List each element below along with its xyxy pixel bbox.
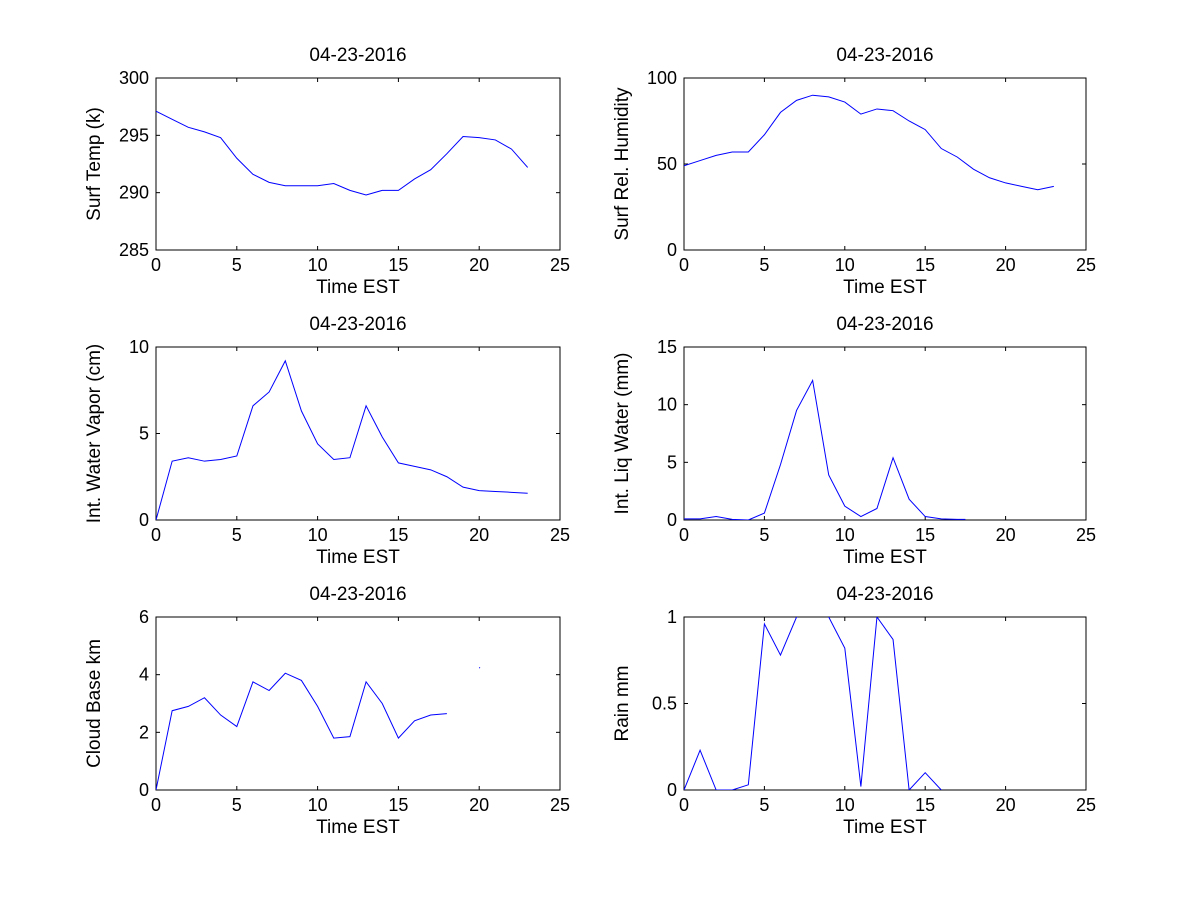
y-tick-label: 290 — [119, 183, 149, 203]
x-tick-label: 5 — [759, 795, 769, 815]
x-tick-label: 20 — [469, 525, 489, 545]
y-tick-label: 0 — [667, 510, 677, 530]
x-axis-label: Time EST — [316, 817, 400, 838]
data-series-line — [684, 617, 942, 790]
x-tick-label: 20 — [996, 795, 1016, 815]
x-tick-label: 15 — [388, 255, 408, 275]
subplot-1: 0 5 10 15 20 25 285 290 295 300 04-23-2016 Time EST… — [84, 45, 570, 298]
x-tick-label: 25 — [550, 525, 570, 545]
y-tick-label: 0 — [139, 780, 149, 800]
x-axis-label: Time EST — [316, 277, 400, 298]
x-tick-label: 0 — [679, 525, 689, 545]
y-tick-label: 5 — [667, 452, 677, 472]
y-tick-label: 0 — [139, 510, 149, 530]
x-tick-label: 15 — [915, 255, 935, 275]
plot-frame — [155, 616, 561, 791]
x-tick-label: 5 — [232, 255, 242, 275]
subplot-3: 0 5 10 15 20 25 0 5 10 04-23-2016 Time EST Int. Wat… — [84, 314, 570, 568]
subplot-title: 04-23-2016 — [836, 314, 933, 335]
x-tick-label: 25 — [1076, 255, 1096, 275]
y-tick-label: 300 — [119, 68, 149, 88]
x-tick-label: 5 — [232, 525, 242, 545]
data-series-line — [684, 94, 1054, 191]
y-axis-label: Rain mm — [612, 665, 633, 741]
x-tick-label: 5 — [759, 525, 769, 545]
y-tick-label: 2 — [139, 722, 149, 742]
x-tick-label: 25 — [550, 795, 570, 815]
x-tick-label: 20 — [996, 255, 1016, 275]
y-tick-label: 1 — [667, 607, 677, 627]
y-tick-label: 0 — [667, 780, 677, 800]
x-tick-label: 15 — [388, 795, 408, 815]
y-axis-label: Int. Liq Water (mm) — [612, 353, 633, 515]
y-tick-label: 10 — [657, 395, 677, 415]
y-tick-label: 6 — [139, 607, 149, 627]
plot-frame — [683, 346, 1087, 521]
data-series-line — [156, 672, 447, 790]
subplot-6: 0 5 10 15 20 25 0 0.5 1 04-23-2016 Time EST Rain mm — [612, 584, 1096, 838]
x-axis-label: Time EST — [316, 547, 400, 568]
x-tick-label: 10 — [308, 255, 328, 275]
x-tick-label: 25 — [1076, 795, 1096, 815]
x-tick-label: 10 — [308, 795, 328, 815]
subplot-title: 04-23-2016 — [309, 45, 406, 66]
y-tick-label: 4 — [139, 665, 149, 685]
subplot-5: 0 5 10 15 20 25 0 2 4 6 04-23-2016 Time EST Cloud Ba… — [84, 584, 570, 838]
x-axis-label: Time EST — [843, 277, 927, 298]
plot-frame — [155, 77, 561, 251]
plot-frame — [155, 346, 561, 521]
subplot-title: 04-23-2016 — [836, 584, 933, 605]
plot-frame — [683, 616, 1087, 791]
x-tick-label: 0 — [151, 795, 161, 815]
data-series-line — [156, 359, 528, 520]
x-tick-label: 20 — [996, 525, 1016, 545]
y-tick-label: 50 — [657, 154, 677, 174]
x-tick-label: 25 — [550, 255, 570, 275]
x-tick-label: 10 — [835, 795, 855, 815]
y-axis-label: Cloud Base km — [84, 639, 105, 768]
y-tick-label: 5 — [139, 424, 149, 444]
y-tick-label: 285 — [119, 240, 149, 260]
x-tick-label: 5 — [759, 255, 769, 275]
x-axis-label: Time EST — [843, 817, 927, 838]
x-tick-label: 0 — [679, 795, 689, 815]
y-axis-label: Surf Rel. Humidity — [612, 87, 633, 241]
y-tick-label: 0.5 — [652, 694, 677, 714]
subplot-title: 04-23-2016 — [309, 314, 406, 335]
y-tick-label: 0 — [667, 240, 677, 260]
x-tick-label: 20 — [469, 795, 489, 815]
subplot-title: 04-23-2016 — [836, 45, 933, 66]
x-tick-label: 0 — [151, 525, 161, 545]
y-tick-label: 100 — [647, 68, 677, 88]
y-tick-label: 15 — [657, 337, 677, 357]
x-tick-label: 10 — [835, 255, 855, 275]
data-series-line — [478, 667, 481, 669]
data-series-line — [684, 378, 966, 520]
x-tick-label: 20 — [469, 255, 489, 275]
y-axis-label: Surf Temp (k) — [84, 107, 105, 221]
subplot-4: 0 5 10 15 20 25 0 5 10 15 04-23-2016 Time EST Int. L… — [612, 314, 1096, 568]
x-tick-label: 0 — [151, 255, 161, 275]
y-tick-label: 10 — [129, 337, 149, 357]
y-axis-label: Int. Water Vapor (cm) — [84, 344, 105, 523]
x-tick-label: 0 — [679, 255, 689, 275]
data-series-line — [156, 110, 529, 196]
x-tick-label: 15 — [915, 525, 935, 545]
x-tick-label: 15 — [388, 525, 408, 545]
y-tick-label: 295 — [119, 125, 149, 145]
subplot-2: 0 5 10 15 20 25 0 50 100 04-23-2016 Time EST Surf R… — [612, 45, 1096, 298]
x-tick-label: 5 — [232, 795, 242, 815]
x-tick-label: 10 — [835, 525, 855, 545]
plot-frame — [683, 77, 1087, 251]
x-axis-label: Time EST — [843, 547, 927, 568]
x-tick-label: 15 — [915, 795, 935, 815]
subplot-title: 04-23-2016 — [309, 584, 406, 605]
x-tick-label: 10 — [308, 525, 328, 545]
x-tick-label: 25 — [1076, 525, 1096, 545]
